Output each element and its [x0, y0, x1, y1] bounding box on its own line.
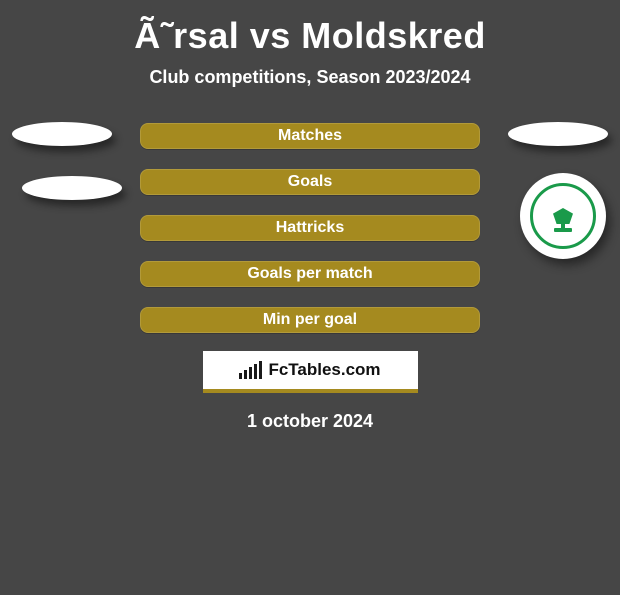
- club-badge-cup-stem: [561, 218, 565, 228]
- stat-pill-hattricks: Hattricks: [140, 215, 480, 241]
- date-label: 1 october 2024: [0, 411, 620, 432]
- club-badge-ring: [530, 183, 596, 249]
- bar-chart-icon: [239, 361, 262, 379]
- page-title: Ã˜rsal vs Moldskred: [0, 15, 620, 57]
- brand-text: FcTables.com: [268, 360, 380, 380]
- stat-pill-goals: Goals: [140, 169, 480, 195]
- stat-row: Min per goal: [0, 307, 620, 333]
- player-left-oval-2: [22, 176, 122, 200]
- stat-pill-goals-per-match: Goals per match: [140, 261, 480, 287]
- player-left-oval-1: [12, 122, 112, 146]
- stat-pill-min-per-goal: Min per goal: [140, 307, 480, 333]
- stat-pill-matches: Matches: [140, 123, 480, 149]
- player-right-oval-1: [508, 122, 608, 146]
- club-badge: [520, 173, 606, 259]
- club-badge-cup-base: [554, 228, 572, 232]
- stat-row: Goals per match: [0, 261, 620, 287]
- subtitle: Club competitions, Season 2023/2024: [0, 67, 620, 88]
- brand-logo[interactable]: FcTables.com: [203, 351, 418, 393]
- stats-section: Matches Goals Hattricks Goals per match …: [0, 123, 620, 432]
